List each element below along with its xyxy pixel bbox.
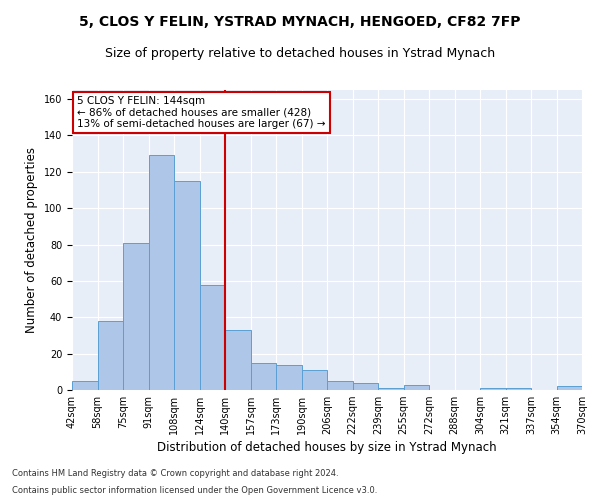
Bar xyxy=(97,321,123,390)
Bar xyxy=(72,381,97,390)
Bar xyxy=(276,364,302,390)
X-axis label: Distribution of detached houses by size in Ystrad Mynach: Distribution of detached houses by size … xyxy=(157,442,497,454)
Bar xyxy=(404,384,429,390)
Bar xyxy=(199,284,225,390)
Bar xyxy=(327,381,353,390)
Text: Contains public sector information licensed under the Open Government Licence v3: Contains public sector information licen… xyxy=(12,486,377,495)
Text: Size of property relative to detached houses in Ystrad Mynach: Size of property relative to detached ho… xyxy=(105,48,495,60)
Text: 5, CLOS Y FELIN, YSTRAD MYNACH, HENGOED, CF82 7FP: 5, CLOS Y FELIN, YSTRAD MYNACH, HENGOED,… xyxy=(79,15,521,29)
Bar xyxy=(378,388,404,390)
Bar xyxy=(149,156,174,390)
Text: 5 CLOS Y FELIN: 144sqm
← 86% of detached houses are smaller (428)
13% of semi-de: 5 CLOS Y FELIN: 144sqm ← 86% of detached… xyxy=(77,96,326,129)
Bar xyxy=(480,388,505,390)
Bar xyxy=(505,388,531,390)
Bar xyxy=(123,242,149,390)
Bar xyxy=(251,362,276,390)
Bar xyxy=(174,181,199,390)
Bar xyxy=(557,386,582,390)
Y-axis label: Number of detached properties: Number of detached properties xyxy=(25,147,38,333)
Bar xyxy=(353,382,378,390)
Bar xyxy=(302,370,327,390)
Text: Contains HM Land Registry data © Crown copyright and database right 2024.: Contains HM Land Registry data © Crown c… xyxy=(12,468,338,477)
Bar xyxy=(225,330,251,390)
